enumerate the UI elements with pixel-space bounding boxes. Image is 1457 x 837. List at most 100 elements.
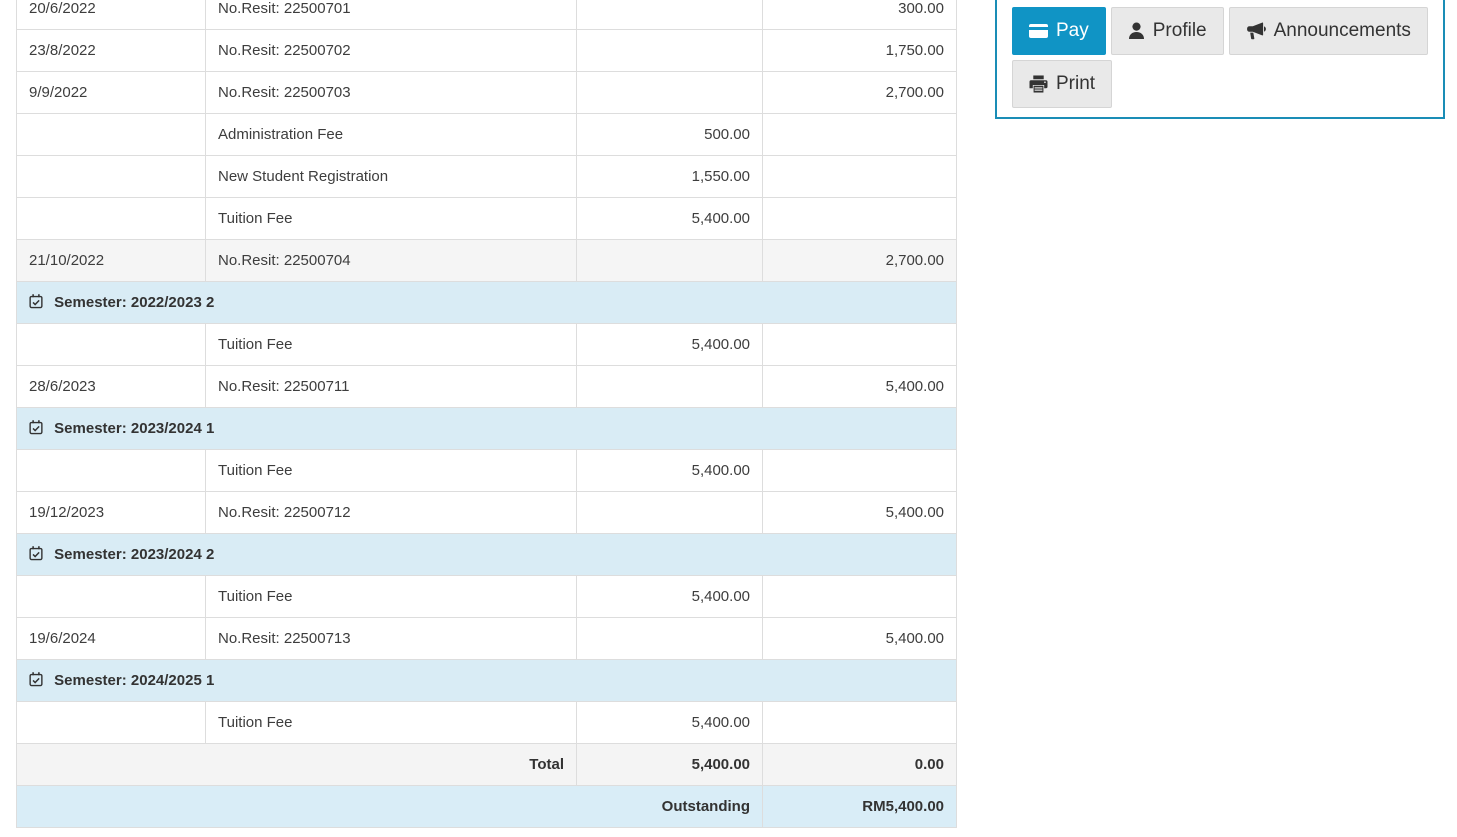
cell-paid: 2,700.00 [762, 239, 957, 282]
cell-paid: 5,400.00 [762, 365, 957, 408]
cell-paid [762, 323, 957, 366]
cell-date: 23/8/2022 [16, 29, 206, 72]
cell-date [16, 701, 206, 744]
cell-amount: 500.00 [576, 113, 763, 156]
actions-button-row: Pay Profile Announcements [1012, 7, 1428, 108]
semester-header-cell: Semester: 2024/2025 1 [16, 659, 957, 702]
print-button[interactable]: Print [1012, 60, 1113, 108]
cell-date [16, 113, 206, 156]
cell-date [16, 449, 206, 492]
cell-description: No.Resit: 22500712 [205, 491, 577, 534]
cell-description: No.Resit: 22500701 [205, 0, 577, 30]
cell-description: New Student Registration [205, 155, 577, 198]
cell-date: 28/6/2023 [16, 365, 206, 408]
cell-paid [762, 113, 957, 156]
table-row-charge: New Student Registration 1,550.00 [16, 155, 957, 198]
cell-date: 9/9/2022 [16, 71, 206, 114]
cell-amount: 5,400.00 [576, 197, 763, 240]
calendar-check-icon [29, 546, 43, 561]
table-row-receipt: 19/6/2024 No.Resit: 22500713 5,400.00 [16, 617, 957, 660]
cell-amount: 5,400.00 [576, 701, 763, 744]
table-row-receipt: 19/12/2023 No.Resit: 22500712 5,400.00 [16, 491, 957, 534]
cell-amount: 5,400.00 [576, 323, 763, 366]
cell-amount [576, 71, 763, 114]
cell-date [16, 197, 206, 240]
table-row-charge: Tuition Fee 5,400.00 [16, 323, 957, 366]
cell-paid [762, 701, 957, 744]
outstanding-amount: RM5,400.00 [762, 785, 957, 828]
pay-button[interactable]: Pay [1012, 7, 1106, 55]
table-row-charge: Tuition Fee 5,400.00 [16, 197, 957, 240]
cell-amount [576, 29, 763, 72]
semester-label: Semester: 2024/2025 1 [54, 672, 215, 689]
cell-description: Tuition Fee [205, 323, 577, 366]
cell-date: 19/12/2023 [16, 491, 206, 534]
table-row-semester: Semester: 2022/2023 2 [16, 281, 957, 324]
table-row-receipt: 23/8/2022 No.Resit: 22500702 1,750.00 [16, 29, 957, 72]
cell-paid: 1,750.00 [762, 29, 957, 72]
cell-description: No.Resit: 22500711 [205, 365, 577, 408]
table-row-receipt: 28/6/2023 No.Resit: 22500711 5,400.00 [16, 365, 957, 408]
cell-paid: 300.00 [762, 0, 957, 30]
cell-paid: 5,400.00 [762, 491, 957, 534]
cell-description: Tuition Fee [205, 575, 577, 618]
total-label: Total [16, 743, 577, 786]
table-row-charge: Tuition Fee 5,400.00 [16, 449, 957, 492]
cell-amount [576, 617, 763, 660]
credit-card-icon [1029, 24, 1048, 38]
calendar-check-icon [29, 672, 43, 687]
calendar-check-icon [29, 420, 43, 435]
cell-paid [762, 575, 957, 618]
cell-date [16, 323, 206, 366]
cell-description: No.Resit: 22500703 [205, 71, 577, 114]
cell-description: No.Resit: 22500704 [205, 239, 577, 282]
table-row-charge: Tuition Fee 5,400.00 [16, 701, 957, 744]
cell-paid [762, 155, 957, 198]
pay-button-label: Pay [1056, 20, 1089, 41]
fees-table-body: 20/6/2022 No.Resit: 22500701 300.00 23/8/20… [16, 0, 957, 828]
user-icon [1128, 22, 1144, 39]
table-row-charge: Administration Fee 500.00 [16, 113, 957, 156]
cell-amount: 5,400.00 [576, 449, 763, 492]
cell-paid [762, 449, 957, 492]
announcements-button[interactable]: Announcements [1228, 7, 1428, 55]
cell-paid: 2,700.00 [762, 71, 957, 114]
cell-paid: 5,400.00 [762, 617, 957, 660]
cell-amount [576, 0, 763, 30]
calendar-check-icon [29, 294, 43, 309]
semester-header-cell: Semester: 2022/2023 2 [16, 281, 957, 324]
cell-amount: 1,550.00 [576, 155, 763, 198]
semester-label: Semester: 2023/2024 2 [54, 546, 215, 563]
profile-button[interactable]: Profile [1110, 7, 1224, 55]
print-icon [1029, 75, 1048, 93]
cell-description: Administration Fee [205, 113, 577, 156]
cell-date [16, 575, 206, 618]
table-row-semester: Semester: 2023/2024 2 [16, 533, 957, 576]
semester-label: Semester: 2022/2023 2 [54, 294, 215, 311]
cell-description: Tuition Fee [205, 197, 577, 240]
total-paid: 0.00 [762, 743, 957, 786]
actions-panel: Pay Profile Announcements [995, 0, 1445, 119]
table-row-outstanding: Outstanding RM5,400.00 [16, 785, 957, 828]
cell-description: No.Resit: 22500713 [205, 617, 577, 660]
cell-paid [762, 197, 957, 240]
cell-date: 19/6/2024 [16, 617, 206, 660]
table-row-semester: Semester: 2024/2025 1 [16, 659, 957, 702]
cell-description: Tuition Fee [205, 701, 577, 744]
semester-label: Semester: 2023/2024 1 [54, 420, 215, 437]
table-row-receipt: 21/10/2022 No.Resit: 22500704 2,700.00 [16, 239, 957, 282]
table-row-charge: Tuition Fee 5,400.00 [16, 575, 957, 618]
table-row-receipt: 20/6/2022 No.Resit: 22500701 300.00 [16, 0, 957, 30]
profile-button-label: Profile [1152, 20, 1207, 41]
outstanding-label: Outstanding [16, 785, 763, 828]
cell-date: 21/10/2022 [16, 239, 206, 282]
semester-header-cell: Semester: 2023/2024 2 [16, 533, 957, 576]
table-row-total: Total 5,400.00 0.00 [16, 743, 957, 786]
table-row-semester: Semester: 2023/2024 1 [16, 407, 957, 450]
cell-amount [576, 239, 763, 282]
fees-statement-section: 20/6/2022 No.Resit: 22500701 300.00 23/8/20… [16, 0, 957, 828]
cell-amount [576, 491, 763, 534]
cell-description: Tuition Fee [205, 449, 577, 492]
cell-date: 20/6/2022 [16, 0, 206, 30]
